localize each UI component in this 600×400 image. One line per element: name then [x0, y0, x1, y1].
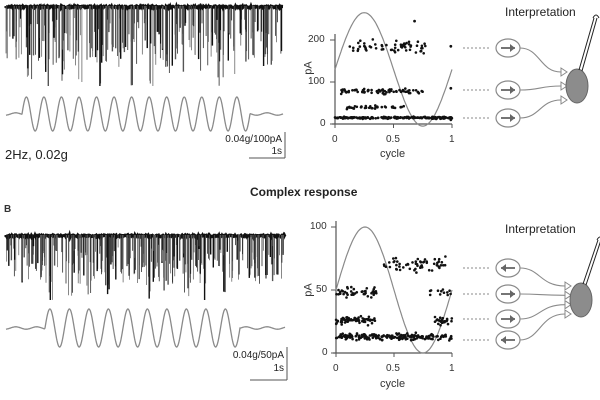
- chart-b-xtick-1: 1: [449, 363, 455, 374]
- chart-b-xtick-0: 0: [333, 363, 339, 374]
- chart-a-ytick-0: 0: [320, 118, 326, 129]
- chart-a-xtick-1: 1: [449, 134, 455, 145]
- section-title: Complex response: [250, 185, 358, 199]
- panel-b-scale-vertical-label: 0.04g/50pA: [232, 350, 284, 361]
- panel-a-scatter-plot: [330, 12, 454, 128]
- chart-a-ytick-200: 200: [308, 34, 325, 45]
- chart-b-ytick-100: 100: [310, 221, 327, 232]
- chart-a-ytick-100: 100: [308, 76, 325, 87]
- panel-a-scale-horizontal-label: 1s: [271, 146, 282, 157]
- chart-a-xtick-0-5: 0.5: [386, 134, 400, 145]
- panel-b-label: B: [4, 204, 12, 215]
- panel-b-stimulus-trace: [5, 308, 286, 348]
- panel-b-scale-bar: [250, 347, 288, 381]
- panel-b-scatter-plot: [331, 221, 454, 357]
- panel-a-scale-bar: [249, 132, 286, 159]
- panel-a-current-trace: [4, 1, 284, 86]
- panel-b-scale-horizontal-label: 1s: [273, 363, 284, 374]
- chart-b-ytick-50: 50: [316, 284, 328, 295]
- panel-b-interpretation-title: Interpretation: [505, 222, 576, 236]
- chart-b-xlabel: cycle: [380, 378, 406, 390]
- panel-a-scale-vertical-label: 0.04g/100pA: [225, 134, 282, 145]
- panel-b-interpretation-diagram: [463, 236, 600, 350]
- chart-a-xtick-0: 0: [332, 134, 338, 145]
- chart-b-ylabel: pA: [302, 283, 315, 297]
- panel-a-stimulus-trace: [5, 96, 284, 132]
- panel-b-current-trace: [4, 229, 287, 300]
- panel-a-interpretation-diagram: [463, 14, 600, 128]
- chart-b-ytick-0: 0: [322, 347, 328, 358]
- chart-b-xtick-0-5: 0.5: [386, 363, 400, 374]
- chart-a-xlabel: cycle: [380, 148, 406, 160]
- panel-a-interpretation-title: Interpretation: [505, 5, 576, 19]
- condition-label: 2Hz, 0.02g: [5, 147, 68, 162]
- chart-a-ylabel: pA: [302, 61, 315, 75]
